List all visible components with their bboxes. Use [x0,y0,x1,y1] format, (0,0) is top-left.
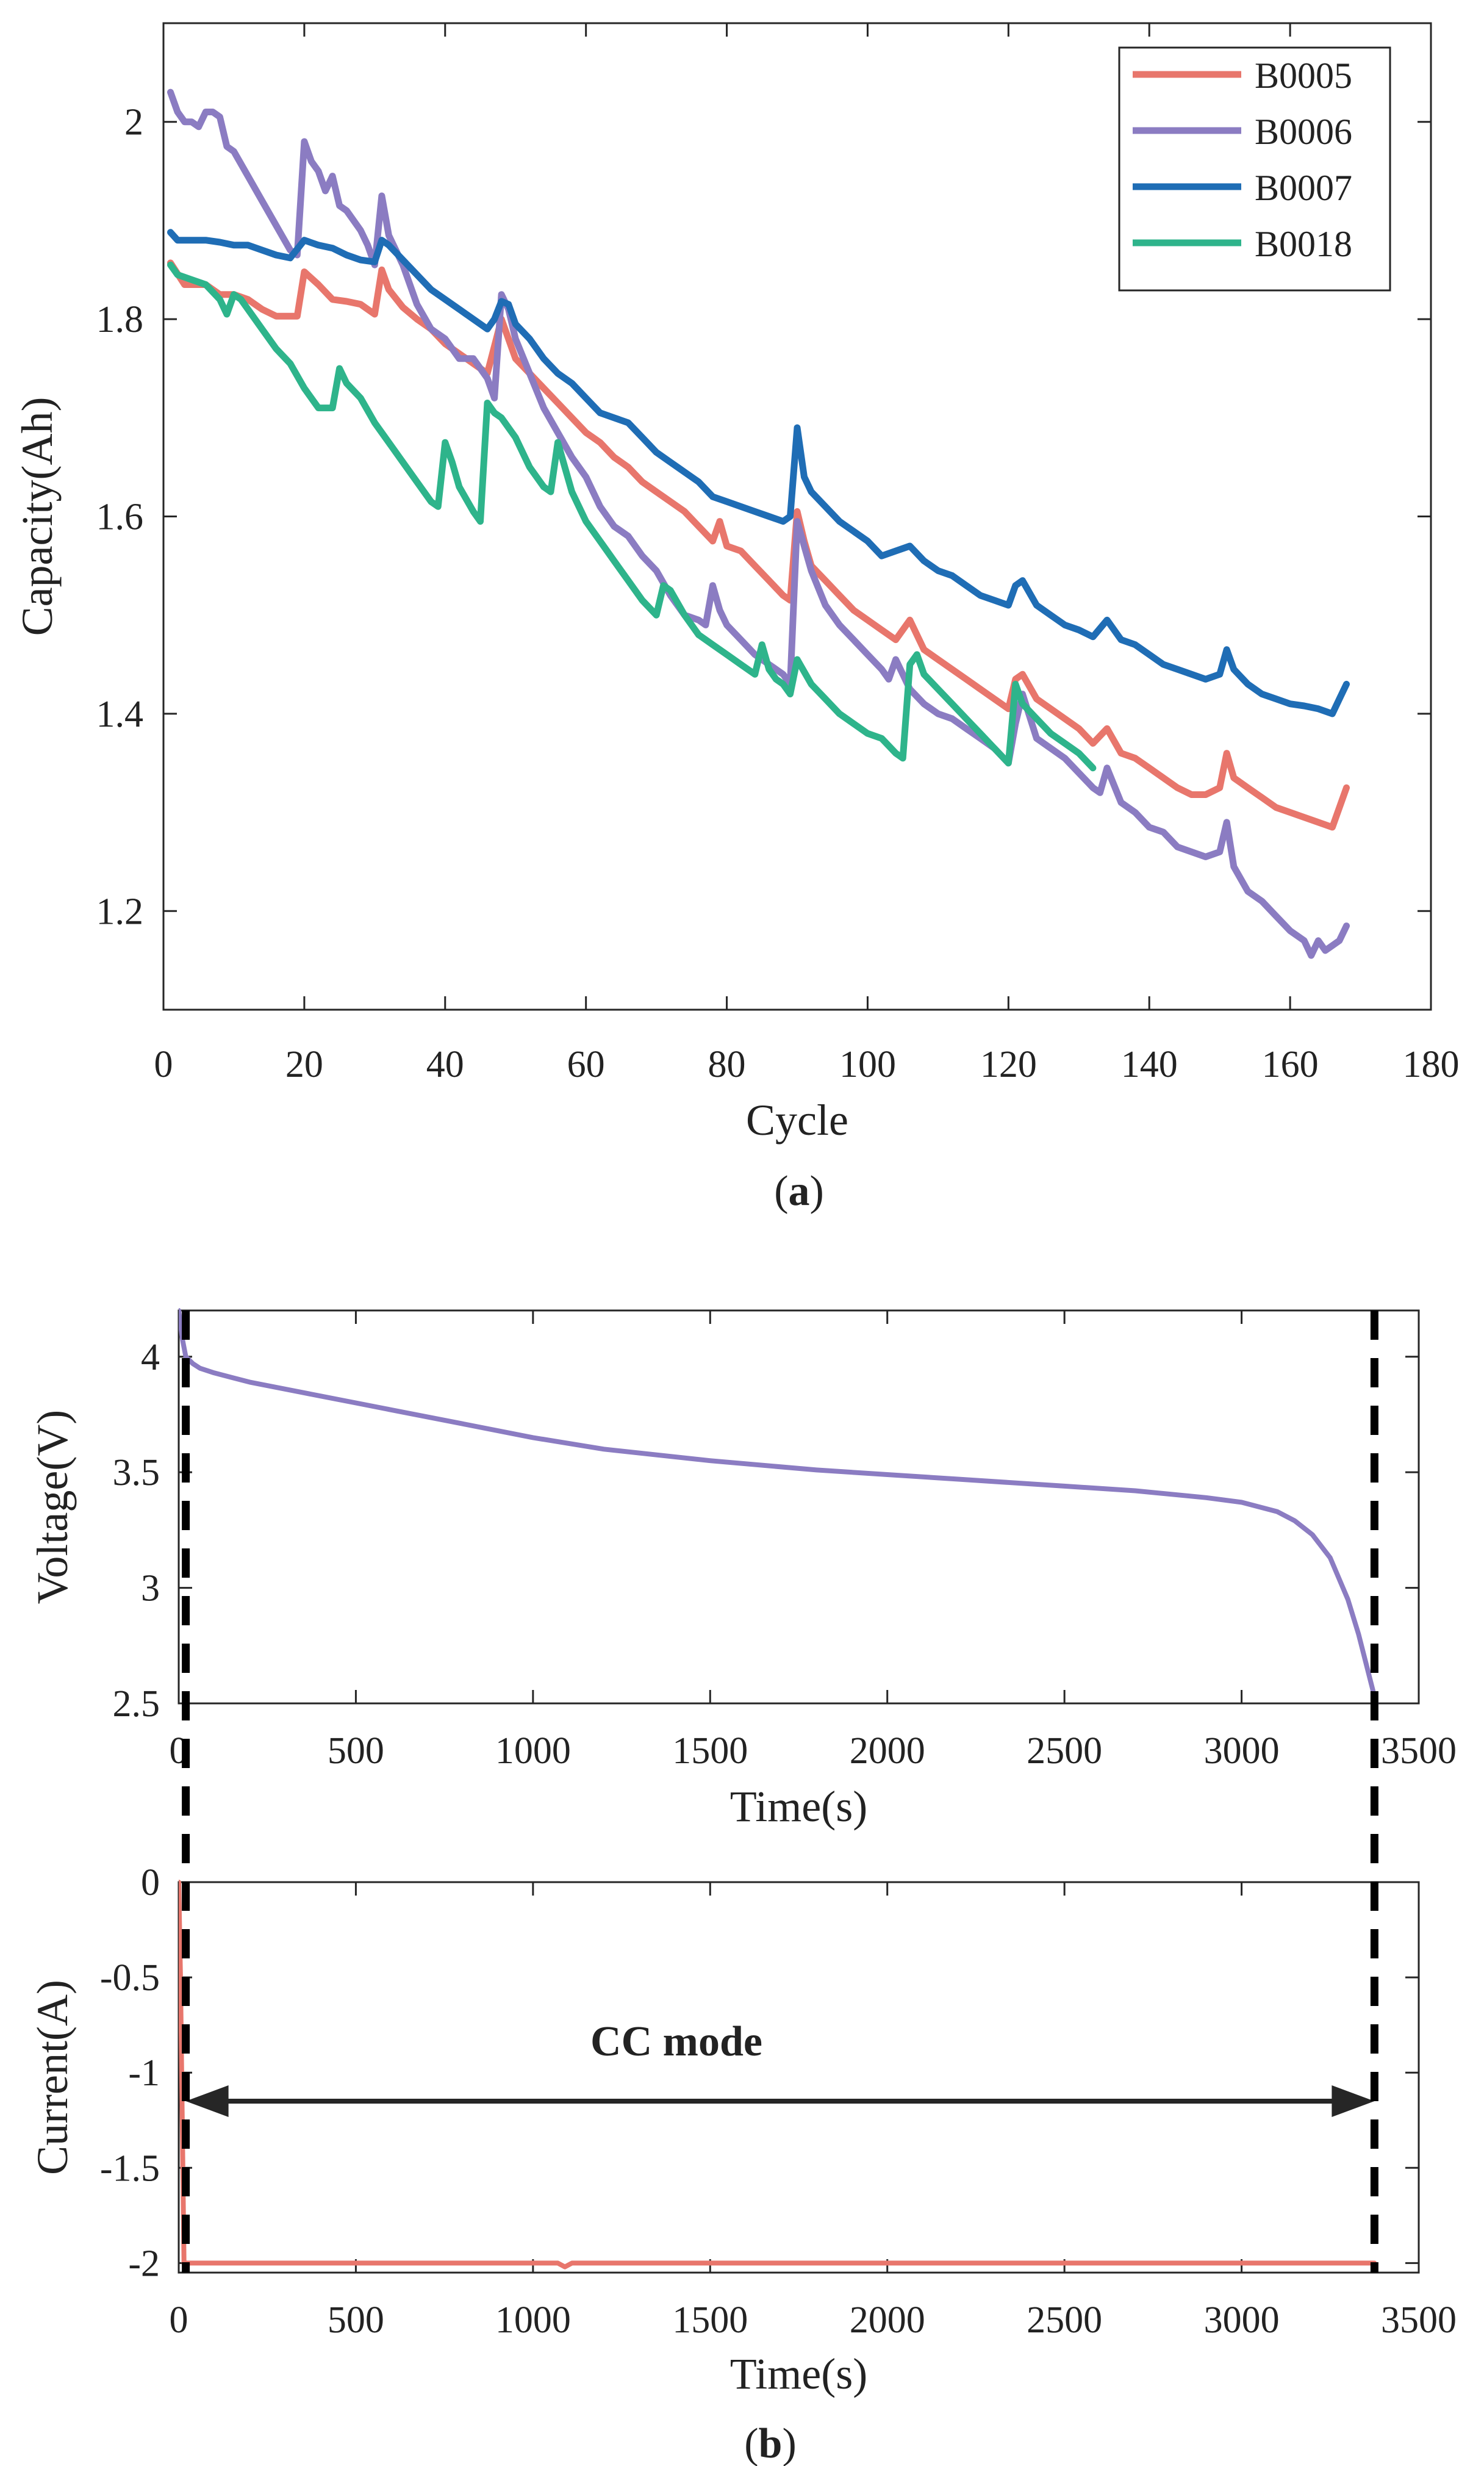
y-axis-label: Current(A) [28,1980,77,2175]
x-tick-label: 120 [980,1044,1037,1085]
x-tick-label: 500 [328,2299,384,2341]
x-tick-label: 2000 [850,1730,925,1772]
x-axis-label: Cycle [746,1096,848,1145]
series-line-b0007 [167,229,1350,717]
legend-entry: B0006 [1255,112,1352,152]
cc-mode-arrow-head-left [185,2085,229,2118]
series-line-voltage [179,1308,1379,1706]
x-tick-label: 2500 [1027,1730,1102,1772]
y-tick-label: 4 [141,1337,160,1378]
y-tick-label: 1.8 [96,299,144,340]
y-tick-label: 3.5 [113,1452,160,1494]
x-tick-label: 100 [839,1044,896,1085]
current-chart: 0 500 1000 1500 2000 2500 3000 3500 -2 -1.5 -1 -0.5… [28,1862,1457,2398]
x-tick-label: 60 [567,1044,605,1085]
y-tick-label: -1 [128,2052,160,2094]
x-tick-label: 3000 [1204,1730,1280,1772]
x-tick-label: 80 [708,1044,746,1085]
x-tick-label: 0 [170,2299,188,2341]
y-axis-label: Voltage(V) [28,1410,77,1605]
x-axis-label: Time(s) [730,1782,867,1831]
panel-label-a: (a) [774,1168,824,1215]
x-tick-label: 140 [1121,1044,1178,1085]
y-tick-label: 0 [141,1862,160,1903]
voltage-chart: 0 500 1000 1500 2000 2500 3000 35002.533.54Time… [28,1308,1457,1831]
panel-label-b: (b) [744,2420,797,2466]
legend-entry: B0005 [1255,56,1352,96]
legend-box [1118,46,1391,292]
cc-mode-arrow-head-right [1332,2085,1375,2118]
series-line-b0006 [167,88,1350,959]
y-tick-label: -1.5 [100,2148,160,2189]
x-tick-label: 2000 [850,2299,925,2341]
x-tick-label: 3000 [1204,2299,1280,2341]
series-line-b0018 [167,261,1097,772]
x-tick-label: 3500 [1381,2299,1457,2341]
y-tick-label: 2.5 [113,1683,160,1725]
y-tick-label: 1.2 [96,891,144,932]
capacity-chart: 0 20 40 60 80 100 120 140 160 180 1.2 1.4 1.6 1.8 2 Cyc… [13,22,1460,1145]
x-tick-label: 2500 [1027,2299,1102,2341]
plot-frame [177,1309,1420,1705]
x-tick-label: 40 [426,1044,464,1085]
x-tick-label: 1000 [495,1730,571,1772]
x-tick-label: 500 [328,1730,384,1772]
x-tick-label: 3500 [1381,1730,1457,1772]
y-tick-label: 3 [141,1568,160,1609]
y-axis-label: Capacity(Ah) [13,397,62,636]
x-axis-label: Time(s) [730,2349,867,2398]
y-tick-label: -0.5 [100,1957,160,1999]
x-tick-label: 1500 [672,1730,748,1772]
x-tick-label: 180 [1403,1044,1460,1085]
x-tick-label: 1000 [495,2299,571,2341]
y-tick-label: 1.4 [96,694,144,735]
series-line-b0005 [167,259,1350,831]
plot-frame [177,1881,1420,2274]
cc-mode-label: CC mode [590,2018,762,2065]
x-tick-label: 160 [1262,1044,1319,1085]
y-tick-label: 2 [124,102,143,143]
legend-entry: B0007 [1255,168,1352,208]
x-tick-label: 1500 [672,2299,748,2341]
y-tick-label: 1.6 [96,497,144,538]
legend-entry: B0018 [1255,224,1352,264]
x-tick-label: 20 [285,1044,323,1085]
y-tick-label: -2 [128,2243,160,2284]
x-tick-label: 0 [154,1044,173,1085]
